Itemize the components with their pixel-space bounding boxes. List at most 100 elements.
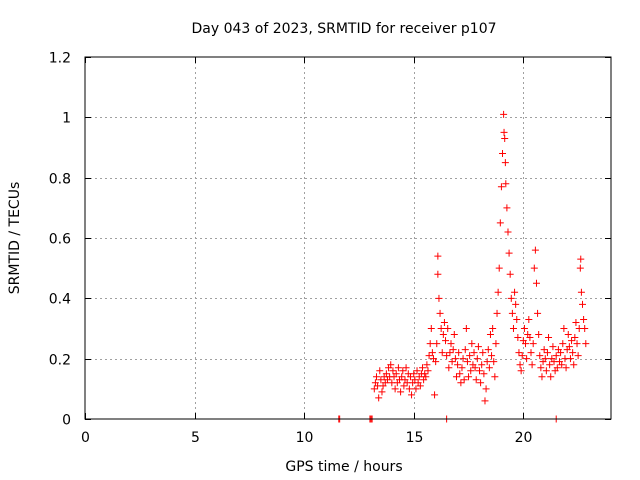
data-point [483,358,491,366]
data-point [570,361,578,369]
data-point [399,367,407,375]
data-point [470,349,478,357]
data-point [579,300,587,308]
data-point [473,355,481,363]
data-point [540,346,548,354]
data-point [451,355,459,363]
data-point [538,373,546,381]
data-point [518,352,526,360]
data-point [576,264,584,272]
data-point [443,352,451,360]
data-point [424,367,432,375]
data-point [495,264,503,272]
data-point [452,373,460,381]
data-point [501,134,509,142]
y-tick-label: 1.2 [49,51,71,67]
data-point [402,364,410,372]
data-point [482,385,490,393]
data-point [493,309,501,317]
data-point [434,252,442,260]
data-point [520,325,528,332]
data-point [394,364,402,372]
data-point [382,370,390,378]
data-point [499,150,507,158]
data-point [400,382,408,390]
data-point [547,373,555,381]
data-point [476,367,483,375]
data-point [412,385,420,393]
data-point [565,343,573,351]
data-point [479,349,487,357]
data-point [529,340,537,348]
data-point [545,334,553,342]
data-point [419,364,427,372]
data-point [472,376,480,384]
data-point [572,318,580,326]
data-point [370,385,378,393]
data-point [454,361,462,369]
data-point [528,361,536,369]
data-point [509,325,517,332]
data-point [416,382,424,390]
data-point [435,294,443,302]
plot-frame [84,56,612,420]
x-tick-label: 5 [191,430,200,446]
data-point [478,361,486,369]
data-point [506,270,514,278]
x-tick-label: 15 [406,430,424,446]
data-point [581,325,589,332]
x-tick-label: 10 [296,430,314,446]
data-point [571,334,579,342]
data-point [449,346,457,354]
data-point [463,358,471,366]
y-tick-label: 0.8 [49,172,71,188]
data-point [536,352,544,360]
data-point [500,128,508,136]
data-point [405,385,413,393]
data-point [537,364,545,372]
data-point [447,340,455,348]
data-point [559,340,567,348]
data-point [490,358,498,366]
data-point [465,373,473,381]
data-point [541,355,549,363]
data-point [486,331,494,339]
data-point [569,349,577,357]
data-point [574,352,582,360]
data-point [444,325,452,332]
y-tick-label: 0 [62,413,71,429]
data-point [553,364,561,372]
data-point [457,379,465,387]
data-point [462,325,470,332]
data-point [458,364,466,372]
data-point [504,228,512,236]
axis-layer: 0 0.2 0.4 0.6 0.8 1 1.2 0 5 10 15 20 [49,51,611,446]
chart-title: Day 043 of 2023, SRMTID for receiver p10… [191,21,496,37]
data-point [502,180,510,188]
data-point [466,352,474,360]
data-point [425,352,433,360]
data-point [471,364,479,372]
data-point [460,376,468,384]
data-point [568,337,576,345]
data-point [422,373,430,381]
data-point [477,379,485,387]
data-point [527,349,535,357]
data-point [455,349,463,357]
data-point [372,373,380,381]
data-point [512,300,520,308]
data-point [522,340,530,348]
data-point [500,110,508,118]
data-point [564,331,572,339]
data-point [468,340,476,348]
data-point [423,361,431,369]
data-point [496,219,504,227]
data-point [497,183,505,191]
data-point [532,279,540,287]
data-point [513,315,521,323]
data-point [442,337,450,345]
data-point [436,309,444,317]
data-point [492,340,500,348]
data-point [508,309,516,317]
